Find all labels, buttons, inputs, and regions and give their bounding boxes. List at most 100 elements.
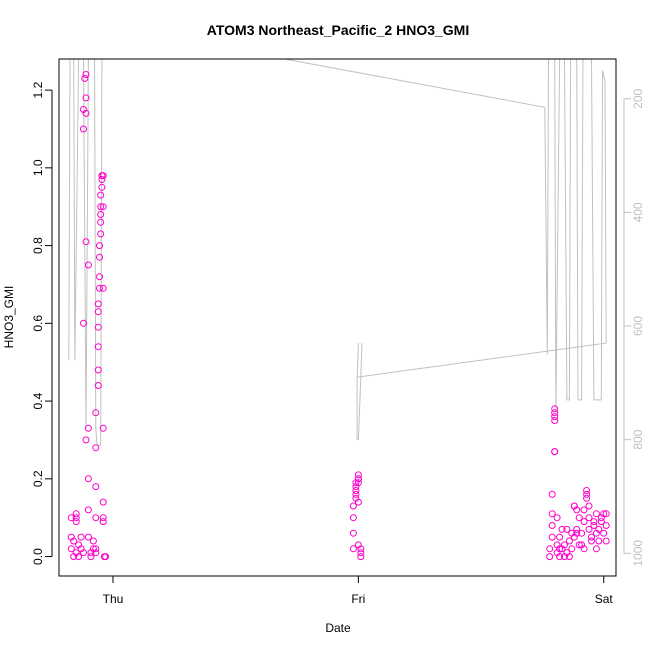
data-point	[565, 537, 573, 545]
data-point	[349, 502, 357, 510]
data-point	[70, 537, 78, 545]
data-point	[75, 553, 83, 561]
data-point	[98, 183, 106, 191]
data-point	[556, 533, 564, 541]
data-point	[568, 545, 576, 553]
y-tick-label: 1.0	[31, 159, 45, 176]
data-point	[94, 343, 102, 351]
data-point	[585, 502, 593, 510]
data-point	[548, 533, 556, 541]
data-point	[578, 529, 586, 537]
data-point	[80, 125, 87, 133]
data-point	[92, 409, 100, 417]
data-point	[583, 487, 591, 494]
data-point	[575, 541, 583, 549]
data-point	[94, 308, 102, 316]
data-point	[94, 300, 102, 308]
data-point	[99, 518, 107, 526]
data-point	[595, 525, 603, 533]
data-point	[583, 490, 591, 498]
data-point	[551, 448, 559, 456]
y-tick-label: 0.6	[31, 315, 45, 332]
data-point	[592, 545, 600, 553]
data-point	[352, 487, 360, 494]
data-point	[575, 514, 583, 522]
data-point	[558, 525, 566, 533]
data-point	[546, 553, 554, 561]
data-point	[352, 490, 360, 498]
data-point	[585, 514, 593, 522]
y-tick-label: 1.2	[31, 81, 45, 98]
data-point	[357, 545, 365, 553]
data-point	[573, 506, 581, 514]
data-point	[82, 109, 90, 117]
data-point	[551, 405, 559, 413]
data-point	[99, 514, 107, 522]
right-tick-label: 600	[631, 316, 645, 336]
data-point	[590, 518, 598, 526]
pressure-line-1	[356, 343, 363, 441]
data-point	[354, 475, 362, 483]
data-point	[556, 553, 564, 561]
data-point	[97, 218, 105, 226]
data-point	[357, 553, 365, 561]
data-point	[72, 514, 80, 522]
data-point	[92, 549, 100, 557]
data-point	[548, 510, 556, 518]
data-point	[72, 518, 80, 526]
data-point	[99, 498, 107, 506]
data-point	[97, 211, 105, 218]
data-point	[597, 518, 605, 526]
data-point	[80, 319, 87, 327]
data-point	[580, 506, 588, 514]
data-point	[96, 253, 103, 261]
chart-title: ATOM3 Northeast_Pacific_2 HNO3_GMI	[207, 22, 469, 38]
right-tick-label: 400	[631, 202, 645, 222]
data-point	[563, 525, 571, 533]
data-point	[81, 74, 89, 82]
data-point	[99, 172, 107, 180]
data-point	[98, 176, 106, 183]
data-point	[592, 510, 600, 518]
data-point	[92, 514, 100, 522]
right-tick-label: 200	[631, 88, 645, 108]
data-point	[561, 541, 568, 549]
data-point	[573, 529, 581, 537]
data-point	[590, 522, 598, 529]
y-tick-label: 0.4	[31, 392, 45, 409]
data-point	[96, 273, 103, 281]
right-tick-label: 800	[631, 429, 645, 449]
data-point	[551, 409, 559, 417]
data-point	[89, 537, 97, 545]
data-point	[583, 494, 591, 502]
data-point	[97, 230, 105, 238]
data-point	[84, 475, 92, 483]
data-point	[94, 366, 102, 374]
data-point	[92, 444, 100, 452]
data-point	[602, 537, 610, 545]
data-point	[565, 553, 573, 561]
data-point	[592, 529, 600, 537]
data-point	[67, 514, 75, 522]
x-axis: Thu Fri Sat	[103, 575, 613, 606]
data-point	[349, 545, 357, 553]
data-point	[588, 533, 595, 541]
data-point	[102, 553, 110, 561]
data-point	[94, 323, 102, 331]
data-point	[67, 545, 75, 553]
y-axis: 0.0 0.2 0.4 0.6 0.8 1.0 1.2	[31, 81, 53, 565]
data-point	[551, 413, 559, 421]
data-point	[548, 490, 556, 498]
data-point	[580, 545, 588, 553]
data-point	[84, 506, 92, 514]
data-point	[573, 525, 581, 533]
y-tick-label: 0.2	[31, 470, 45, 487]
data-point	[82, 436, 90, 444]
data-point	[84, 261, 92, 269]
data-point	[92, 483, 100, 491]
x-tick-label: Thu	[103, 592, 124, 606]
data-point	[77, 533, 85, 541]
data-point	[546, 545, 554, 553]
